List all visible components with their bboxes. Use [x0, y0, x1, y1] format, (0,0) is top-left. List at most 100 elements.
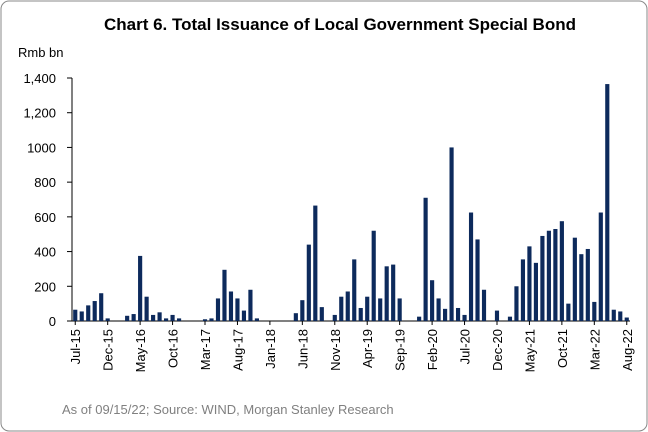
y-tick-label: 1000	[27, 140, 56, 155]
bar	[468, 212, 474, 321]
bar	[605, 84, 610, 321]
bar	[520, 259, 526, 321]
y-tick-label: 200	[34, 279, 56, 294]
y-tick-label: 1,400	[23, 71, 56, 86]
bar	[300, 300, 305, 321]
bar	[209, 318, 214, 321]
bar	[319, 307, 324, 321]
bar	[455, 307, 461, 321]
bar	[222, 269, 227, 321]
bar	[598, 212, 603, 321]
bar	[566, 303, 571, 321]
bar	[254, 318, 259, 321]
x-tick-label: Aug-17	[230, 329, 245, 371]
x-tick-label: Jul-15	[68, 329, 83, 364]
x-tick-label: Aug-22	[620, 329, 635, 371]
bar	[105, 318, 110, 321]
bar	[125, 315, 130, 321]
bar	[248, 289, 253, 321]
bar	[235, 298, 240, 321]
y-tick-label: 400	[34, 245, 56, 260]
bar	[371, 230, 376, 321]
bar	[475, 239, 480, 321]
y-tick-label: 800	[34, 175, 56, 190]
bar	[527, 246, 532, 321]
x-tick-label: Oct-16	[166, 329, 181, 368]
bar	[494, 310, 500, 321]
bar	[202, 319, 208, 321]
bar	[92, 301, 97, 321]
bar	[449, 147, 454, 321]
x-tick-label: Nov-18	[328, 329, 343, 371]
bar	[507, 316, 513, 321]
x-tick-label: Mar-22	[587, 329, 602, 370]
bar	[86, 305, 91, 321]
bar	[572, 237, 577, 321]
x-tick-label: Dec-15	[101, 329, 116, 371]
bar	[624, 317, 629, 321]
x-tick-label: May-21	[522, 329, 537, 372]
bar	[345, 291, 350, 321]
bar	[215, 298, 221, 321]
bar	[157, 312, 162, 321]
bar	[417, 316, 422, 321]
x-tick-label: Jun-18	[295, 329, 310, 369]
bar	[391, 264, 396, 321]
bar	[611, 309, 616, 321]
x-tick-label: Jan-18	[263, 329, 278, 369]
y-tick-label: 0	[49, 314, 56, 329]
bar	[151, 314, 156, 321]
chart-title: Chart 6. Total Issuance of Local Governm…	[104, 15, 576, 34]
x-tick-label: Mar-17	[198, 329, 213, 370]
bar	[462, 314, 467, 321]
bar	[313, 205, 318, 321]
bar	[365, 296, 370, 321]
bar	[176, 318, 182, 321]
x-tick-label: Apr-19	[360, 329, 375, 368]
bar	[99, 293, 104, 321]
bar	[339, 296, 344, 321]
bar	[332, 314, 337, 321]
bar	[540, 235, 545, 321]
bar	[170, 314, 175, 321]
x-tick-label: May-16	[133, 329, 148, 372]
x-tick-label: Sep-19	[393, 329, 408, 371]
bar	[618, 311, 623, 321]
bar	[358, 307, 363, 321]
bar	[164, 318, 169, 321]
bar	[430, 280, 435, 321]
bar	[592, 301, 597, 321]
bar	[384, 266, 389, 321]
y-tick-label: 600	[34, 210, 56, 225]
bar	[241, 310, 247, 321]
x-tick-label: Jul-20	[458, 329, 473, 364]
bar	[546, 230, 551, 321]
x-tick-label: Oct-21	[555, 329, 570, 368]
x-tick-label: Dec-20	[490, 329, 505, 371]
bar	[352, 259, 357, 321]
bar	[306, 244, 311, 321]
bar	[73, 309, 78, 321]
bar	[138, 255, 143, 321]
bar	[79, 311, 84, 321]
bar	[228, 291, 234, 321]
bar	[131, 314, 136, 321]
bar	[579, 254, 584, 321]
bar	[514, 286, 519, 321]
bar	[585, 248, 590, 321]
bar	[293, 313, 298, 321]
bar	[378, 298, 383, 321]
x-tick-label: Feb-20	[425, 329, 440, 370]
y-axis-label: Rmb bn	[18, 45, 64, 60]
bar	[481, 289, 487, 321]
bar	[423, 197, 428, 321]
bar	[397, 298, 402, 321]
bar	[533, 262, 538, 321]
bar	[436, 298, 441, 321]
bar	[559, 221, 564, 321]
y-tick-label: 1,200	[23, 106, 56, 121]
source-note: As of 09/15/22; Source: WIND, Morgan Sta…	[62, 402, 394, 417]
bar	[553, 229, 558, 321]
bar	[144, 296, 149, 321]
